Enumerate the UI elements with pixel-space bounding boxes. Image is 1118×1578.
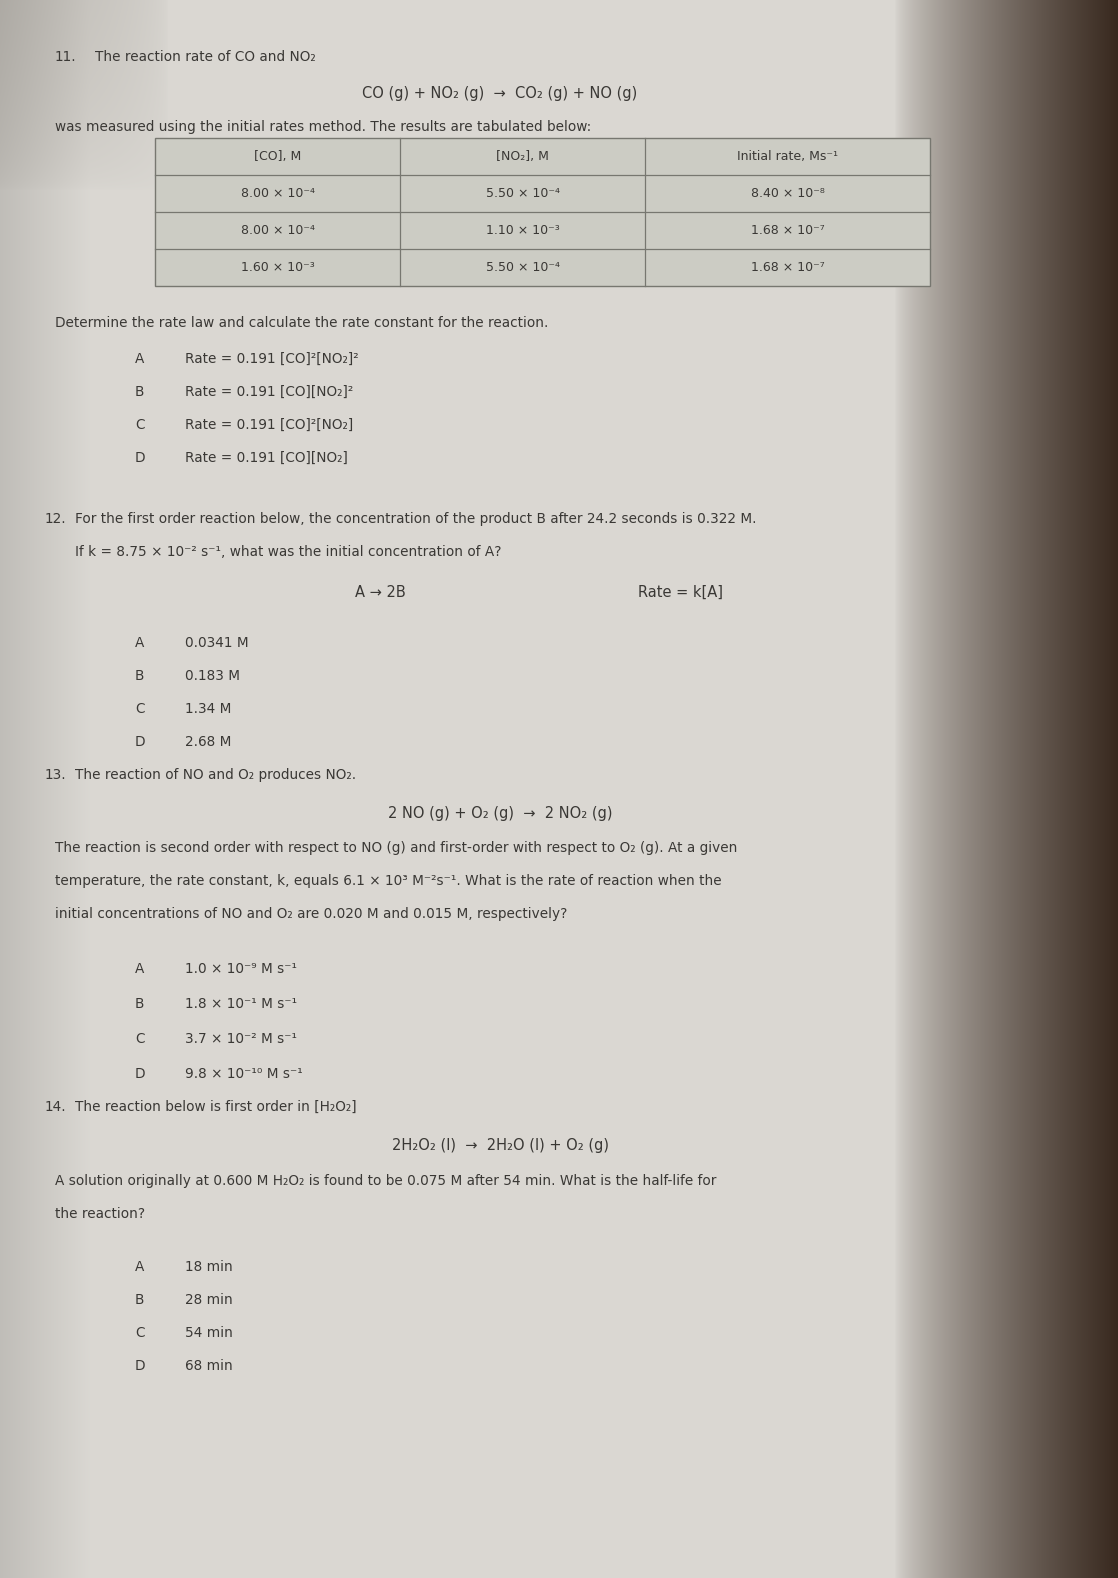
Text: B: B (135, 669, 144, 683)
Text: D: D (135, 451, 145, 466)
Text: 18 min: 18 min (184, 1259, 233, 1273)
Text: 0.0341 M: 0.0341 M (184, 636, 248, 650)
Text: 5.50 × 10⁻⁴: 5.50 × 10⁻⁴ (485, 260, 559, 275)
Text: [CO], M: [CO], M (254, 150, 301, 163)
Text: For the first order reaction below, the concentration of the product B after 24.: For the first order reaction below, the … (75, 511, 757, 525)
Text: A: A (135, 636, 144, 650)
Text: 2.68 M: 2.68 M (184, 735, 231, 750)
Text: A → 2B: A → 2B (354, 585, 406, 600)
Text: Rate = 0.191 [CO][NO₂]: Rate = 0.191 [CO][NO₂] (184, 451, 348, 466)
Text: 1.68 × 10⁻⁷: 1.68 × 10⁻⁷ (750, 260, 824, 275)
Text: 1.10 × 10⁻³: 1.10 × 10⁻³ (485, 224, 559, 237)
Text: 54 min: 54 min (184, 1326, 233, 1340)
Text: C: C (135, 1326, 144, 1340)
Text: 1.8 × 10⁻¹ M s⁻¹: 1.8 × 10⁻¹ M s⁻¹ (184, 997, 297, 1011)
Text: C: C (135, 702, 144, 716)
Text: temperature, the rate constant, k, equals 6.1 × 10³ M⁻²s⁻¹. What is the rate of : temperature, the rate constant, k, equal… (55, 874, 721, 888)
Text: Initial rate, Ms⁻¹: Initial rate, Ms⁻¹ (737, 150, 838, 163)
Text: The reaction rate of CO and NO₂: The reaction rate of CO and NO₂ (95, 50, 315, 65)
Text: 0.183 M: 0.183 M (184, 669, 240, 683)
Text: The reaction below is first order in [H₂O₂]: The reaction below is first order in [H₂… (75, 1100, 357, 1114)
Text: B: B (135, 1292, 144, 1307)
Text: 2 NO (g) + O₂ (g)  →  2 NO₂ (g): 2 NO (g) + O₂ (g) → 2 NO₂ (g) (388, 806, 613, 821)
Text: CO (g) + NO₂ (g)  →  CO₂ (g) + NO (g): CO (g) + NO₂ (g) → CO₂ (g) + NO (g) (362, 85, 637, 101)
Text: The reaction is second order with respect to NO (g) and first-order with respect: The reaction is second order with respec… (55, 841, 738, 855)
Text: 9.8 × 10⁻¹⁰ M s⁻¹: 9.8 × 10⁻¹⁰ M s⁻¹ (184, 1067, 303, 1081)
Text: D: D (135, 1359, 145, 1373)
Text: 1.68 × 10⁻⁷: 1.68 × 10⁻⁷ (750, 224, 824, 237)
Text: 28 min: 28 min (184, 1292, 233, 1307)
Text: D: D (135, 735, 145, 750)
Text: 1.0 × 10⁻⁹ M s⁻¹: 1.0 × 10⁻⁹ M s⁻¹ (184, 963, 297, 977)
Text: [NO₂], M: [NO₂], M (496, 150, 549, 163)
Text: B: B (135, 385, 144, 399)
Text: Rate = 0.191 [CO]²[NO₂]: Rate = 0.191 [CO]²[NO₂] (184, 418, 353, 432)
Text: 1.34 M: 1.34 M (184, 702, 231, 716)
Text: 3.7 × 10⁻² M s⁻¹: 3.7 × 10⁻² M s⁻¹ (184, 1032, 297, 1046)
Text: Rate = k[A]: Rate = k[A] (637, 585, 722, 600)
Text: Rate = 0.191 [CO]²[NO₂]²: Rate = 0.191 [CO]²[NO₂]² (184, 352, 359, 366)
Text: 5.50 × 10⁻⁴: 5.50 × 10⁻⁴ (485, 188, 559, 200)
Bar (155, 137, 930, 286)
Text: C: C (135, 1032, 144, 1046)
Text: C: C (135, 418, 144, 432)
Text: 13.: 13. (45, 768, 67, 783)
Text: 8.00 × 10⁻⁴: 8.00 × 10⁻⁴ (240, 224, 314, 237)
Text: 12.: 12. (45, 511, 67, 525)
Text: A: A (135, 963, 144, 977)
Text: 1.60 × 10⁻³: 1.60 × 10⁻³ (240, 260, 314, 275)
Text: Rate = 0.191 [CO][NO₂]²: Rate = 0.191 [CO][NO₂]² (184, 385, 353, 399)
Text: B: B (135, 997, 144, 1011)
Text: A solution originally at 0.600 M H₂O₂ is found to be 0.075 M after 54 min. What : A solution originally at 0.600 M H₂O₂ is… (55, 1174, 717, 1188)
Text: D: D (135, 1067, 145, 1081)
Text: 8.00 × 10⁻⁴: 8.00 × 10⁻⁴ (240, 188, 314, 200)
Text: 8.40 × 10⁻⁸: 8.40 × 10⁻⁸ (750, 188, 824, 200)
Text: A: A (135, 352, 144, 366)
Text: initial concentrations of NO and O₂ are 0.020 M and 0.015 M, respectively?: initial concentrations of NO and O₂ are … (55, 907, 567, 922)
Text: 2H₂O₂ (l)  →  2H₂O (l) + O₂ (g): 2H₂O₂ (l) → 2H₂O (l) + O₂ (g) (391, 1138, 608, 1154)
Text: 11.: 11. (55, 50, 77, 65)
Text: If k = 8.75 × 10⁻² s⁻¹, what was the initial concentration of A?: If k = 8.75 × 10⁻² s⁻¹, what was the ini… (75, 544, 502, 559)
Text: was measured using the initial rates method. The results are tabulated below:: was measured using the initial rates met… (55, 120, 591, 134)
Text: A: A (135, 1259, 144, 1273)
Text: the reaction?: the reaction? (55, 1207, 145, 1221)
Text: Determine the rate law and calculate the rate constant for the reaction.: Determine the rate law and calculate the… (55, 316, 548, 330)
Text: The reaction of NO and O₂ produces NO₂.: The reaction of NO and O₂ produces NO₂. (75, 768, 357, 783)
Text: 14.: 14. (45, 1100, 67, 1114)
Text: 68 min: 68 min (184, 1359, 233, 1373)
